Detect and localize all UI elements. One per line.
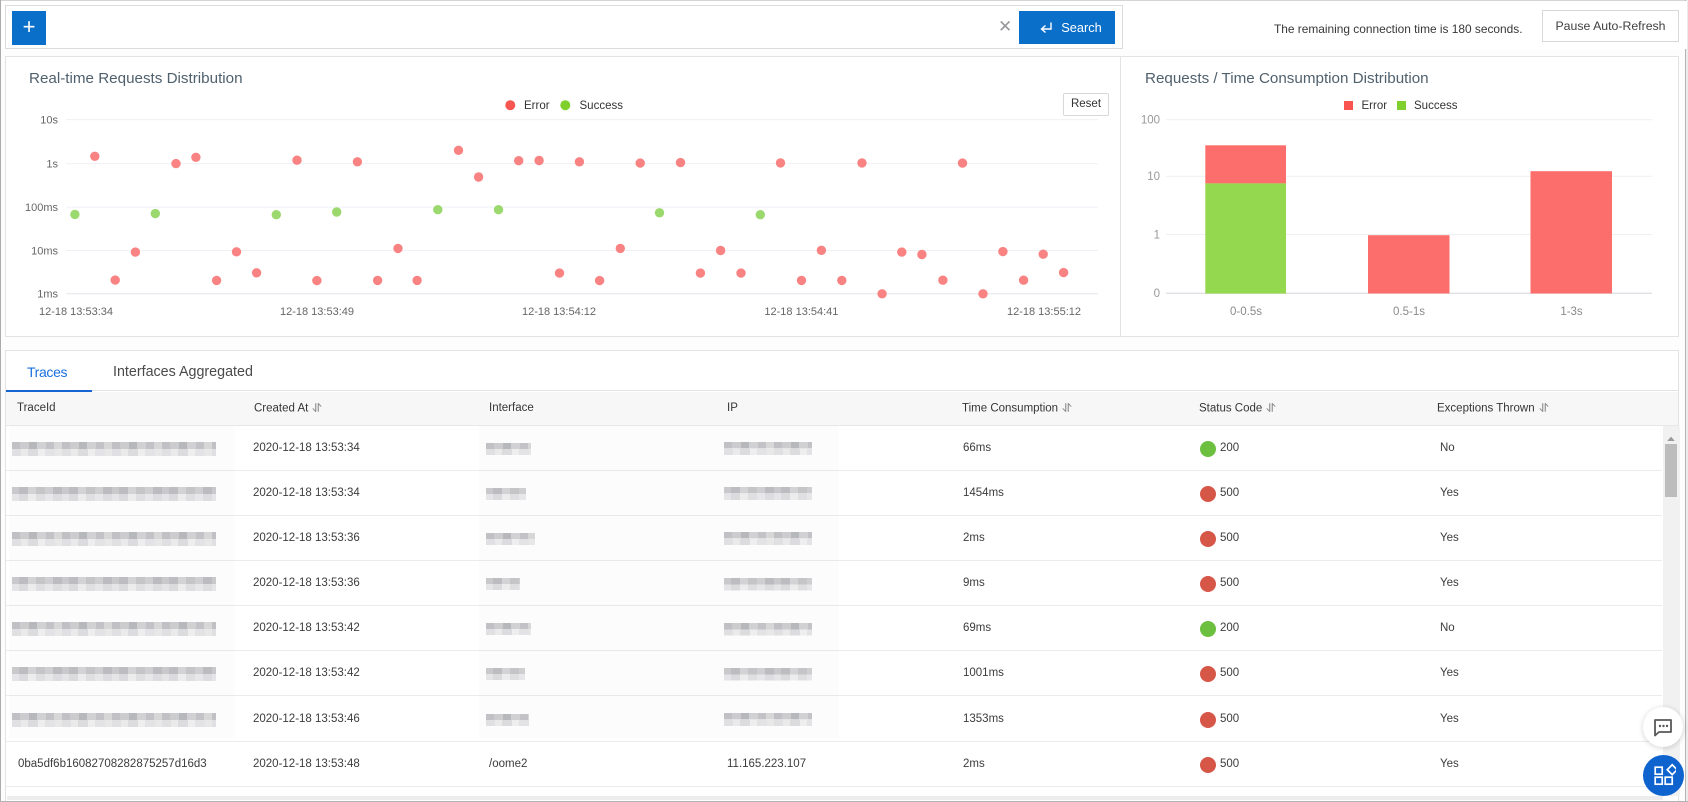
svg-text:Success: Success bbox=[1414, 100, 1458, 112]
svg-text:1: 1 bbox=[1154, 229, 1160, 241]
svg-text:1s: 1s bbox=[46, 158, 58, 170]
svg-text:0-0.5s: 0-0.5s bbox=[1230, 306, 1262, 318]
svg-text:12-18 13:54:12: 12-18 13:54:12 bbox=[522, 306, 596, 318]
svg-text:12-18 13:55:12: 12-18 13:55:12 bbox=[1007, 306, 1081, 318]
svg-text:0.5-1s: 0.5-1s bbox=[1393, 306, 1425, 318]
svg-text:0: 0 bbox=[1154, 288, 1160, 300]
svg-text:100ms: 100ms bbox=[25, 202, 59, 214]
svg-text:10: 10 bbox=[1147, 171, 1160, 183]
svg-text:10s: 10s bbox=[40, 114, 58, 126]
svg-text:1ms: 1ms bbox=[37, 289, 58, 301]
svg-text:10ms: 10ms bbox=[31, 245, 58, 257]
svg-text:Error: Error bbox=[524, 100, 550, 112]
svg-text:12-18 13:53:34: 12-18 13:53:34 bbox=[39, 306, 113, 318]
svg-text:100: 100 bbox=[1141, 115, 1160, 127]
svg-text:Success: Success bbox=[580, 100, 624, 112]
svg-text:12-18 13:54:41: 12-18 13:54:41 bbox=[764, 306, 838, 318]
svg-text:12-18 13:53:49: 12-18 13:53:49 bbox=[280, 306, 354, 318]
svg-text:1-3s: 1-3s bbox=[1560, 306, 1583, 318]
svg-text:Error: Error bbox=[1362, 100, 1388, 112]
